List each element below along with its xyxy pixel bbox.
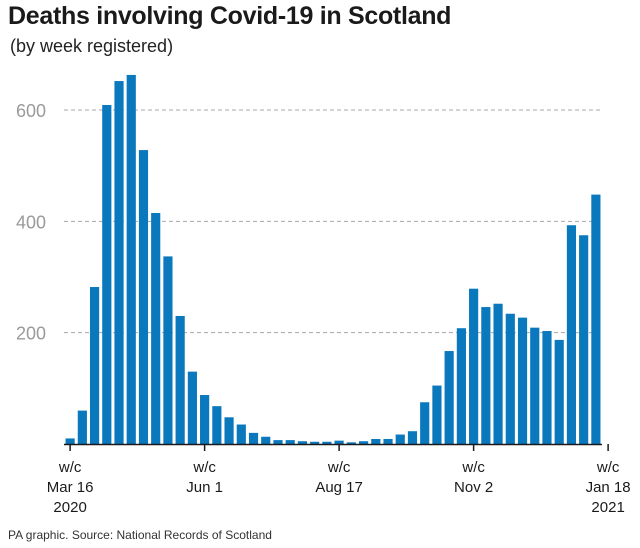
y-tick-label-600: 600	[16, 101, 46, 121]
bar-week-9	[163, 256, 173, 444]
bar-week-27	[383, 438, 393, 444]
bar-week-13	[212, 406, 222, 444]
bar-week-24	[346, 442, 356, 444]
bar-week-35	[481, 307, 491, 444]
bar-week-38	[517, 317, 528, 444]
bar-week-23	[334, 440, 344, 444]
bar-week-25	[358, 441, 369, 444]
bar-week-32	[444, 351, 454, 444]
x-tick-label: w/c Nov 2	[454, 459, 493, 496]
bar-week-37	[505, 313, 515, 444]
bar-week-18	[273, 440, 283, 444]
bar-week-39	[530, 327, 540, 444]
bar-week-30	[420, 402, 430, 444]
bar-week-33	[456, 328, 466, 444]
bar-week-15	[236, 424, 246, 444]
bar-week-34	[469, 288, 479, 444]
bar-week-2	[77, 410, 87, 444]
bar-week-12	[200, 395, 210, 444]
bar-week-16	[248, 432, 259, 444]
bar-week-41	[554, 339, 564, 444]
bar-week-43	[579, 235, 589, 444]
bar-week-3	[89, 287, 100, 444]
bar-week-20	[297, 441, 308, 444]
chart-title: Deaths involving Covid-19 in Scotland	[8, 2, 452, 30]
bar-week-28	[395, 434, 405, 444]
bar-week-1	[65, 438, 75, 444]
bar-week-10	[175, 315, 185, 444]
bar-week-22	[322, 441, 332, 444]
chart-subtitle: (by week registered)	[10, 36, 174, 56]
bar-week-14	[224, 417, 234, 444]
bar-week-36	[493, 303, 503, 444]
bar-week-26	[371, 438, 381, 444]
bar-week-5	[114, 81, 124, 445]
bar-week-8	[151, 212, 161, 444]
y-tick-label-400: 400	[16, 212, 46, 232]
x-tick-label: w/c Jan 18 2021	[586, 459, 631, 516]
x-tick-label: w/c Aug 17	[315, 459, 363, 496]
bar-week-7	[138, 150, 149, 444]
bar-week-17	[261, 436, 271, 444]
x-tick-label: w/c Mar 16 2020	[47, 459, 94, 516]
bar-week-31	[432, 385, 442, 444]
bar-week-40	[542, 331, 552, 444]
bar-week-6	[126, 74, 136, 445]
bar-week-21	[310, 441, 320, 444]
bar-week-11	[187, 371, 197, 444]
x-tick-label: w/c Jun 1	[186, 459, 223, 496]
bar-week-4	[102, 104, 112, 445]
bar-week-29	[407, 431, 418, 444]
bar-week-19	[285, 440, 295, 444]
bar-week-44	[591, 194, 601, 444]
y-tick-label-200: 200	[16, 324, 46, 344]
source-note: PA graphic. Source: National Records of …	[8, 528, 272, 542]
bar-week-42	[566, 225, 577, 444]
